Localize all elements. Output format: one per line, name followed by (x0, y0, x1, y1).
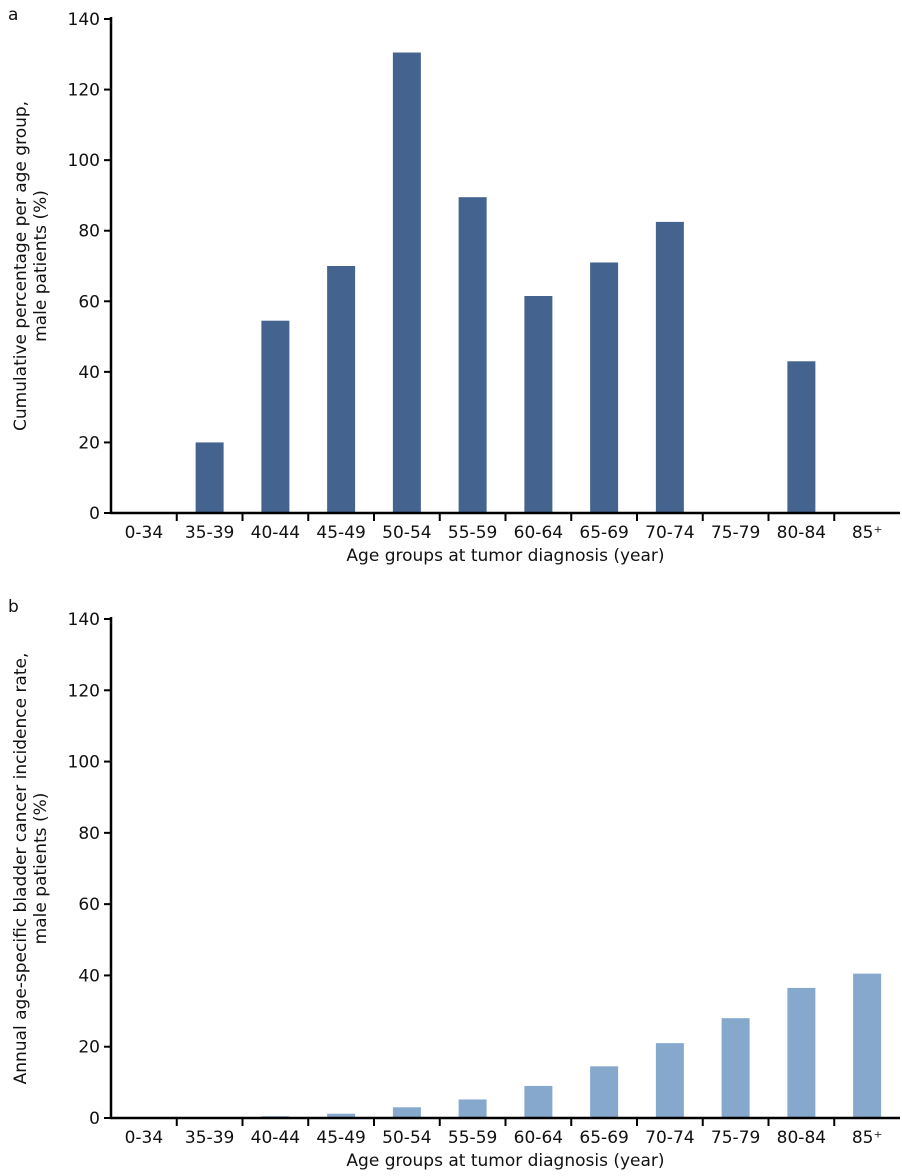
chart-b-y-tick-label-3: 60 (78, 895, 100, 915)
chart-a-bar-8 (655, 221, 684, 513)
chart-b-bar-9 (721, 1018, 750, 1118)
chart-a-x-tick-label-7: 65-69 (579, 523, 628, 543)
chart-b-bar-10 (787, 987, 816, 1118)
chart-a-x-tick-label-11: 85⁺ (852, 523, 883, 543)
chart-b-x-tick-label-0: 0-34 (125, 1128, 164, 1148)
chart-b-bar-11 (853, 973, 882, 1118)
chart-a-y-tick-label-5: 100 (68, 151, 100, 171)
chart-b-x-axis-title: Age groups at tumor diagnosis (year) (346, 1151, 664, 1171)
chart-b-panel-label: b (8, 597, 19, 617)
chart-a-bar-10 (787, 361, 816, 513)
chart-a-x-tick-label-9: 75-79 (711, 523, 760, 543)
chart-a-y-tick-label-4: 80 (78, 222, 100, 242)
chart-b-y-tick-label-5: 100 (68, 753, 100, 773)
chart-a-y-tick-label-1: 20 (78, 433, 100, 453)
chart-b-x-tick-label-9: 75-79 (711, 1128, 760, 1148)
chart-a-bar-5 (458, 197, 487, 513)
chart-a-x-tick-label-0: 0-34 (125, 523, 164, 543)
chart-panel-b: b 0 20 40 60 80 100 120 140 0-34 35-39 40-44 45-49 50… (0, 588, 902, 1176)
chart-a-y-axis-title-line-1: male patients (%) (31, 190, 51, 342)
chart-b-bar-5 (458, 1099, 487, 1118)
chart-a-bar-3 (327, 266, 356, 513)
chart-a-x-tick-label-1: 35-39 (185, 523, 234, 543)
chart-a-bar-2 (261, 320, 290, 513)
chart-panel-a: a 0 20 40 60 80 100 120 140 0-34 35-39 40-44 45-49 50… (8, 5, 900, 566)
chart-a-y-axis-title-line-0: Cumulative percentage per age group, (11, 101, 31, 431)
chart-b-y-tick-label-6: 120 (68, 681, 100, 701)
chart-b-bar-7 (590, 1066, 619, 1118)
chart-b-x-tick-label-2: 40-44 (251, 1128, 300, 1148)
chart-a-y-tick-label-7: 140 (68, 10, 100, 30)
chart-a-x-axis-title: Age groups at tumor diagnosis (year) (346, 546, 664, 566)
chart-a-x-tick-label-6: 60-64 (514, 523, 563, 543)
chart-a-x-tick-label-5: 55-59 (448, 523, 497, 543)
chart-b-x-tick-label-6: 60-64 (514, 1128, 563, 1148)
chart-a-y-tick-label-2: 40 (78, 363, 100, 383)
chart-b-y-axis-title-line-1: male patients (%) (31, 793, 51, 945)
chart-b-y-tick-label-0: 0 (89, 1109, 100, 1129)
chart-b-y-tick-label-4: 80 (78, 824, 100, 844)
chart-b-bar-3 (327, 1113, 356, 1118)
chart-b-y-tick-label-1: 20 (78, 1038, 100, 1058)
chart-a-x-tick-label-4: 50-54 (382, 523, 431, 543)
chart-a-x-tick-label-8: 70-74 (645, 523, 694, 543)
chart-a-panel-label: a (8, 5, 18, 25)
chart-a-y-tick-label-0: 0 (89, 504, 100, 524)
chart-a-y-tick-label-3: 60 (78, 292, 100, 312)
chart-b-bar-6 (524, 1085, 553, 1118)
chart-b-svg: b 0 20 40 60 80 100 120 140 0-34 35-39 40-44 45-49 50… (8, 597, 900, 1171)
chart-b-y-tick-label-7: 140 (68, 610, 100, 630)
chart-b-x-tick-label-4: 50-54 (382, 1128, 431, 1148)
chart-b-x-tick-label-10: 80-84 (777, 1128, 826, 1148)
chart-b-bar-8 (655, 1043, 684, 1118)
chart-a-x-tick-label-3: 45-49 (316, 523, 365, 543)
chart-b-x-tick-label-5: 55-59 (448, 1128, 497, 1148)
chart-b-x-tick-label-3: 45-49 (316, 1128, 365, 1148)
chart-b-bar-4 (392, 1107, 421, 1118)
chart-b-x-tick-label-7: 65-69 (579, 1128, 628, 1148)
chart-a-svg: a 0 20 40 60 80 100 120 140 0-34 35-39 40-44 45-49 50… (8, 5, 900, 566)
chart-a-x-tick-label-10: 80-84 (777, 523, 826, 543)
chart-b-x-tick-label-8: 70-74 (645, 1128, 694, 1148)
chart-a-bar-7 (590, 262, 619, 513)
chart-b-x-tick-label-11: 85⁺ (852, 1128, 883, 1148)
chart-a-bar-1 (195, 442, 224, 513)
chart-a-x-tick-label-2: 40-44 (251, 523, 300, 543)
chart-b-y-axis-title-line-0: Annual age-specific bladder cancer incid… (11, 653, 31, 1085)
chart-b-x-tick-label-1: 35-39 (185, 1128, 234, 1148)
chart-a-y-tick-label-6: 120 (68, 81, 100, 101)
chart-a-bar-6 (524, 295, 553, 513)
chart-a-bar-4 (392, 52, 421, 514)
chart-b-y-tick-label-2: 40 (78, 966, 100, 986)
